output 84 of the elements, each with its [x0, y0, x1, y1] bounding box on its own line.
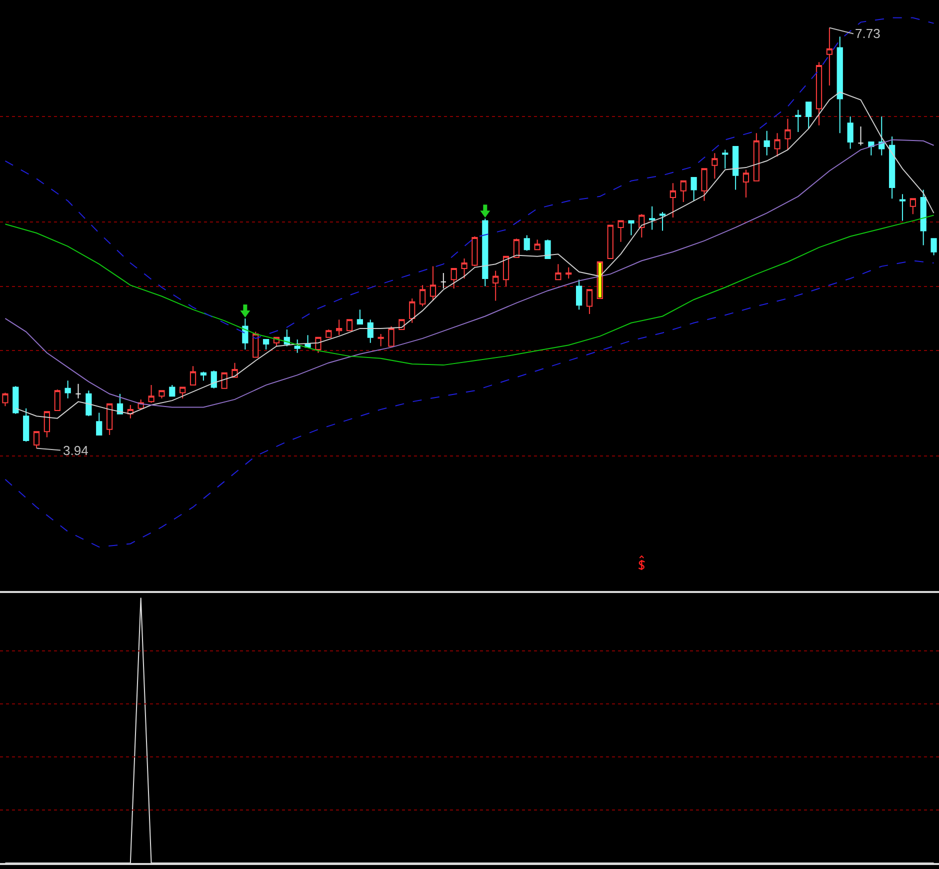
candlestick — [638, 214, 645, 238]
candlestick — [534, 239, 540, 250]
candlestick — [419, 284, 426, 307]
candlestick — [701, 168, 708, 202]
candlestick — [607, 224, 614, 260]
candlestick — [659, 211, 666, 232]
candlestick — [847, 116, 854, 150]
annotation: 3.94 — [63, 443, 88, 458]
candlestick — [722, 149, 728, 170]
candlestick — [806, 102, 812, 130]
candlestick — [200, 371, 207, 382]
candlestick — [472, 236, 478, 267]
candlestick — [586, 289, 593, 315]
candlestick — [502, 256, 510, 287]
candlestick — [12, 386, 19, 414]
candlestick — [388, 326, 394, 347]
candlestick — [742, 169, 750, 198]
candlestick — [169, 384, 176, 397]
candlestick — [54, 388, 60, 412]
candlestick — [367, 319, 374, 344]
candlestick — [774, 132, 780, 157]
candlestick — [732, 146, 739, 190]
candlestick — [262, 339, 270, 350]
candlestick — [628, 220, 634, 236]
candlestick — [315, 336, 322, 354]
candlestick — [930, 238, 937, 256]
candlestick — [33, 431, 40, 449]
candlestick — [75, 383, 82, 399]
candlestick — [294, 339, 300, 354]
candlestick — [826, 27, 833, 86]
candlestick — [430, 266, 436, 302]
candlestick — [409, 298, 416, 324]
candlestick — [44, 411, 50, 438]
candlestick — [23, 408, 30, 442]
candlestick — [378, 333, 384, 347]
candlestick — [690, 177, 697, 202]
candlestick — [816, 62, 822, 126]
candlestick — [116, 393, 124, 414]
candlestick — [524, 234, 530, 252]
candlestick — [899, 194, 906, 222]
candlestick — [326, 329, 332, 338]
candlestick — [544, 239, 551, 260]
candlestick — [712, 152, 718, 180]
candlestick — [555, 264, 562, 280]
candlestick — [566, 266, 572, 280]
candlestick — [336, 319, 342, 336]
candlestick — [795, 109, 802, 133]
candlestick — [64, 380, 71, 399]
candlestick — [858, 126, 864, 146]
annotation: 7.73 — [855, 26, 880, 41]
candlestick — [180, 386, 186, 399]
candlestick — [868, 142, 874, 156]
candlestick — [86, 390, 92, 417]
candlestick — [670, 182, 676, 218]
candlestick — [482, 218, 488, 287]
candlestick — [304, 334, 311, 348]
candlestick — [649, 206, 656, 230]
candlestick — [158, 390, 165, 399]
candlestick — [252, 331, 259, 358]
candlestick — [513, 238, 520, 258]
candlestick — [450, 268, 457, 289]
candlestick — [878, 116, 885, 156]
candlestick — [784, 118, 791, 150]
candlestick — [910, 198, 916, 215]
candlestick — [356, 309, 364, 325]
candlestick — [148, 384, 154, 404]
candlestick — [440, 272, 446, 289]
candlestick — [753, 132, 760, 182]
candlestick — [576, 279, 582, 310]
candlestick — [888, 136, 896, 200]
candlestick — [221, 372, 228, 389]
candlestick — [836, 36, 843, 134]
candlestick — [96, 412, 102, 436]
candlestick — [920, 189, 926, 246]
candlestick — [680, 180, 686, 202]
candlestick — [210, 370, 217, 389]
candlestick — [106, 403, 113, 436]
candlestick — [492, 270, 499, 302]
candlestick — [461, 258, 468, 280]
candlestick — [618, 220, 624, 242]
candlestick — [346, 319, 353, 332]
candlestick — [190, 366, 196, 386]
candlestick — [242, 318, 248, 350]
candlestick — [764, 130, 770, 156]
